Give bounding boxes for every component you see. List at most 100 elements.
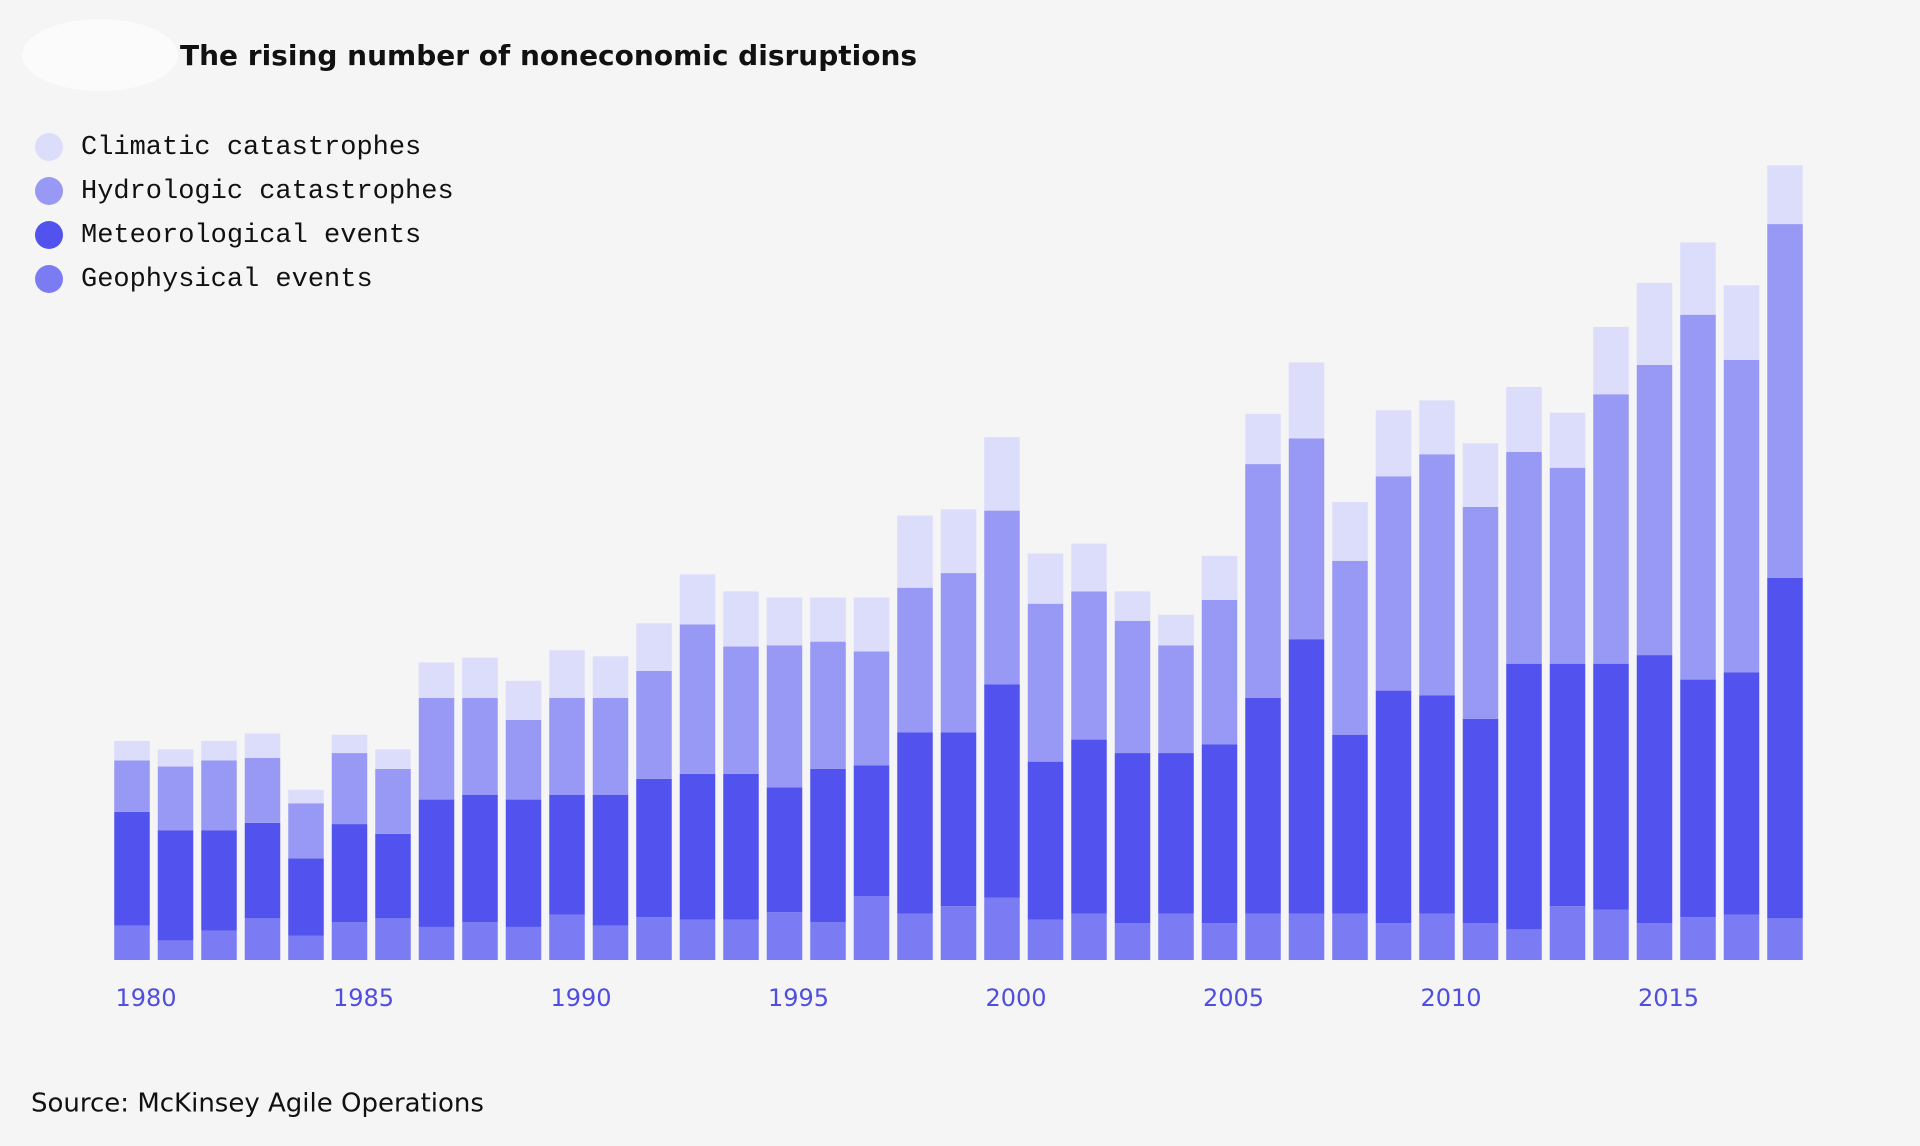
bar-segment	[244, 918, 281, 960]
bar-segment	[1723, 672, 1760, 915]
bar-segment	[592, 697, 629, 795]
x-tick-label: 2015	[1638, 984, 1699, 1012]
bar-segment	[1114, 620, 1151, 754]
bar-segment	[940, 509, 977, 574]
bar-segment	[940, 732, 977, 907]
bar-segment	[288, 789, 324, 804]
bar-segment	[549, 650, 585, 698]
bar-segment	[288, 935, 324, 960]
bar-segment	[1332, 734, 1368, 914]
bar-segment	[1593, 394, 1629, 664]
bar-segment	[897, 732, 933, 914]
bar-segment	[1288, 913, 1325, 960]
bar-segment	[1201, 555, 1238, 600]
bar-segment	[1375, 690, 1412, 924]
bar-segment	[418, 662, 455, 698]
bar-segment	[1462, 443, 1499, 507]
bar-segment	[1332, 560, 1368, 735]
bar-segment	[114, 811, 150, 926]
bar-segment	[462, 657, 498, 698]
bar-segment	[1593, 326, 1629, 395]
bar-segment	[984, 510, 1020, 685]
bar-segment	[766, 912, 803, 960]
bar-segment	[1288, 438, 1325, 640]
bar-segment	[1158, 913, 1194, 960]
bar-segment	[505, 719, 542, 800]
legend-swatch	[35, 133, 63, 161]
bar-segment	[1288, 362, 1325, 439]
bar-segment	[1593, 909, 1629, 960]
bar-segment	[1027, 553, 1064, 604]
bar-segment	[897, 913, 933, 960]
bar-segment	[1549, 906, 1586, 960]
bar-segment	[1419, 400, 1455, 455]
bar-segment	[244, 822, 281, 919]
bar-segment	[679, 574, 716, 625]
x-tick-label: 1980	[115, 984, 176, 1012]
bar-segment	[288, 803, 324, 859]
bar-segment	[592, 794, 629, 926]
bar-segment	[679, 773, 716, 920]
bar-segment	[1071, 739, 1107, 914]
legend-swatch	[35, 265, 63, 293]
bar-segment	[1506, 451, 1542, 664]
bar-segment	[1462, 718, 1499, 924]
bar-segment	[418, 697, 455, 800]
bar-segment	[505, 680, 542, 720]
bar-segment	[1419, 454, 1455, 696]
bar-segment	[1506, 929, 1542, 960]
bar-segment	[766, 787, 803, 913]
bar-segment	[1462, 923, 1499, 960]
bar-segment	[1332, 502, 1368, 561]
bar-segment	[723, 646, 759, 774]
bar-segment	[1158, 753, 1194, 914]
bar-segment	[549, 697, 585, 795]
bar-segment	[853, 651, 890, 766]
bar-segment	[1549, 663, 1586, 907]
bar-segment	[1419, 913, 1455, 960]
bar-segment	[592, 656, 629, 698]
bar-segment	[375, 833, 411, 919]
legend-label: Meteorological events	[81, 221, 421, 251]
bar-segment	[1245, 464, 1281, 698]
bar-segment	[1723, 285, 1760, 360]
bar-segment	[1767, 224, 1803, 578]
bar-segment	[1288, 639, 1325, 914]
bar-segment	[375, 918, 411, 960]
x-tick-label: 1985	[333, 984, 394, 1012]
legend-label: Geophysical events	[81, 265, 373, 295]
bar-segment	[984, 437, 1020, 511]
chart-title: The rising number of noneconomic disrupt…	[180, 39, 917, 72]
bar-segment	[636, 778, 672, 918]
bar-segment	[505, 799, 542, 927]
bar-segment	[1636, 364, 1673, 656]
x-tick-label: 2010	[1420, 984, 1481, 1012]
bar-segment	[331, 824, 368, 923]
bar-segment	[157, 749, 194, 767]
bar-segment	[1071, 591, 1107, 740]
legend-label: Hydrologic catastrophes	[81, 177, 454, 207]
bar-segment	[331, 734, 368, 754]
bar-segment	[462, 922, 498, 960]
source-note: Source: McKinsey Agile Operations	[31, 1089, 484, 1119]
x-tick-label: 2005	[1203, 984, 1264, 1012]
bar-segment	[114, 740, 150, 761]
bar-segment	[723, 591, 759, 647]
bar-segment	[201, 740, 237, 761]
bar-segment	[1201, 599, 1238, 745]
bar-segment	[897, 515, 933, 588]
bar-segment	[1114, 591, 1151, 621]
bar-segment	[1680, 314, 1716, 680]
bar-segment	[766, 645, 803, 788]
bar-segment	[1071, 913, 1107, 960]
bar-segment	[114, 760, 150, 812]
bar-segment	[1375, 476, 1412, 691]
bar-segment	[549, 794, 585, 915]
bar-segment	[1027, 919, 1064, 960]
bar-segment	[810, 922, 846, 960]
bar-segment	[1114, 753, 1151, 924]
bar-segment	[1723, 914, 1760, 960]
bar-segment	[375, 749, 411, 769]
bar-segment	[1375, 410, 1412, 477]
bar-segment	[1723, 359, 1760, 673]
